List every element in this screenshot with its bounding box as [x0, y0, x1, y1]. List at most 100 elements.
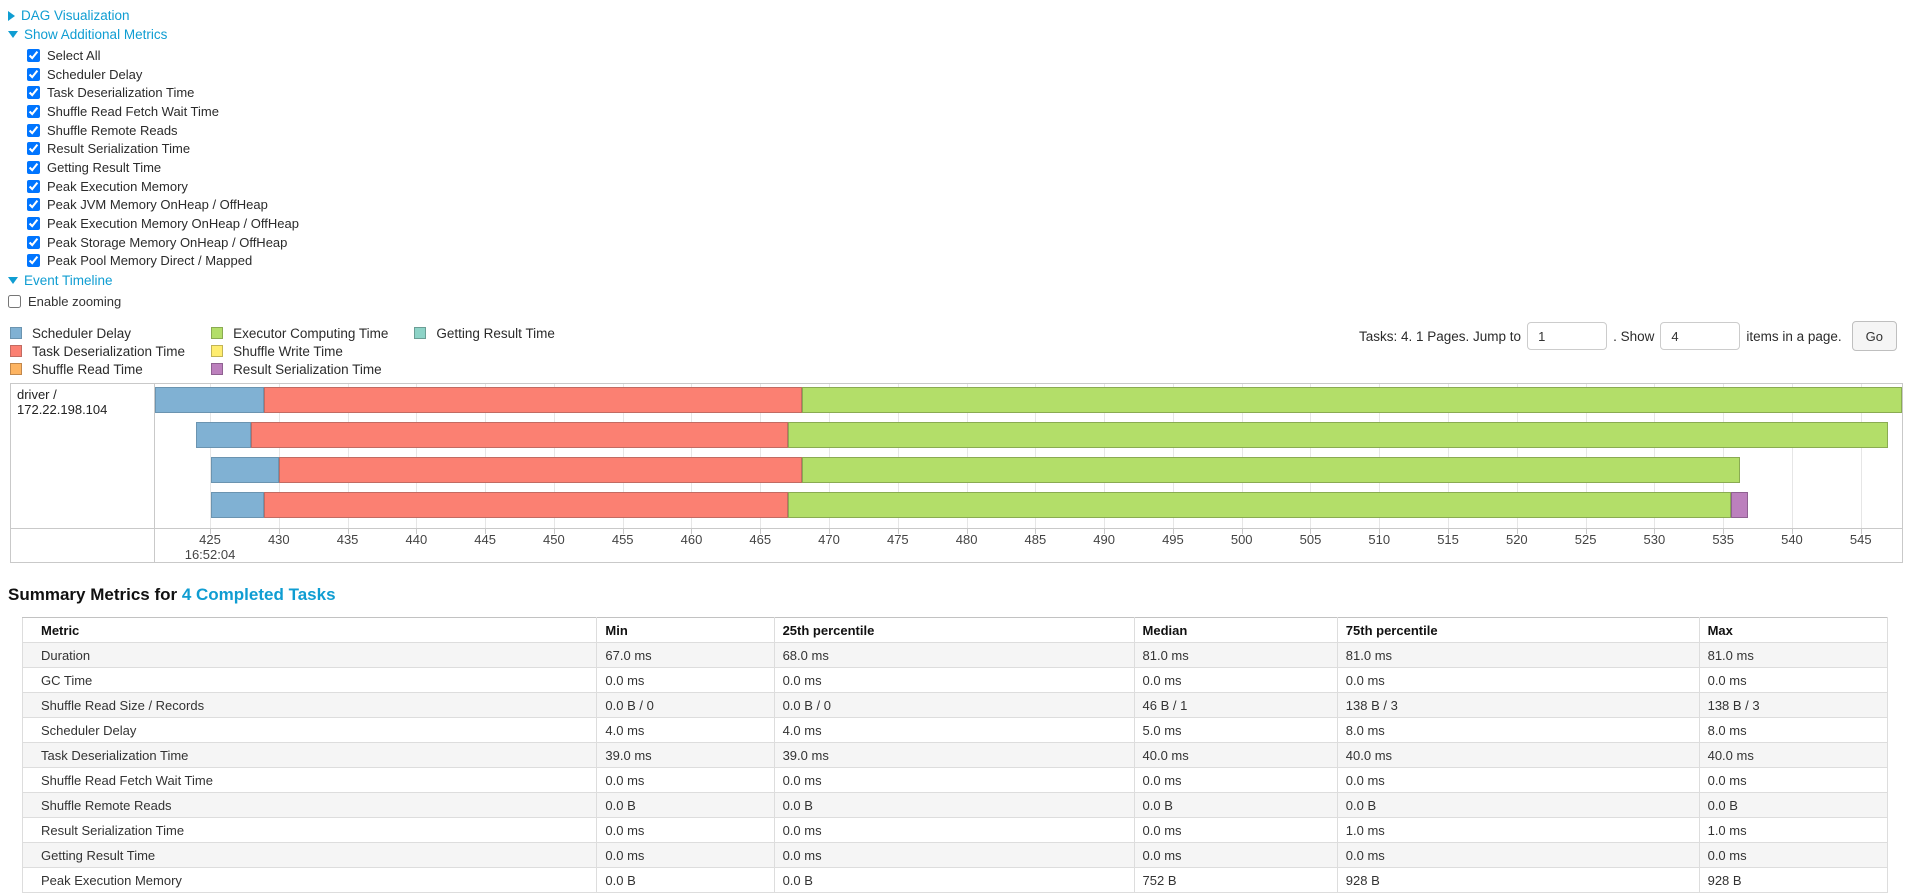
show-additional-metrics-label: Show Additional Metrics [24, 27, 168, 42]
task-bar-segment-executor-computing[interactable] [801, 457, 1740, 484]
task-bar-segment-scheduler-delay[interactable] [155, 387, 264, 414]
task-bar-segment-task-deserialization[interactable] [278, 457, 802, 484]
metric-checkbox[interactable] [27, 48, 40, 62]
metric-value-cell: 0.0 B [773, 792, 1135, 819]
axis-tick-label: 425 [199, 532, 221, 548]
metric-checkbox-row: Peak JVM Memory OnHeap / OffHeap [27, 196, 1903, 215]
metric-checkbox[interactable] [27, 198, 40, 212]
metric-value-cell: 39.0 ms [773, 742, 1135, 769]
legend-label: Shuffle Read Time [32, 361, 143, 377]
metric-checkbox-label: Result Serialization Time [47, 141, 191, 157]
metric-checkbox[interactable] [27, 67, 40, 81]
legend-label: Task Deserialization Time [32, 343, 186, 359]
summary-table-header-row: Metric Min 25th percentile Median 75th perce… [21, 617, 1889, 644]
go-button[interactable]: Go [1851, 321, 1897, 352]
gridline [1241, 384, 1243, 529]
metric-value-cell: 81.0 ms [1133, 642, 1338, 669]
summary-metrics-table: Metric Min 25th percentile Median 75th perce… [21, 617, 1889, 893]
metric-value-cell: 0.0 B [1133, 792, 1338, 819]
metric-checkbox[interactable] [27, 160, 40, 174]
metric-name-cell: Shuffle Read Fetch Wait Time [21, 767, 598, 794]
task-bar-segment-task-deserialization[interactable] [263, 387, 802, 414]
metric-checkbox-row: Peak Storage Memory OnHeap / OffHeap [27, 233, 1903, 252]
gridline [1585, 384, 1587, 529]
enable-zooming-checkbox[interactable] [8, 295, 21, 309]
legend-label: Result Serialization Time [233, 361, 382, 377]
pagination-mid-text: . Show [1613, 328, 1655, 344]
items-per-page-input[interactable] [1660, 322, 1741, 351]
axis-tick-mark [278, 529, 280, 535]
metric-checkbox-label: Scheduler Delay [47, 66, 143, 82]
metric-value-cell: 39.0 ms [596, 742, 775, 769]
metric-checkbox[interactable] [27, 142, 40, 156]
task-bar-segment-task-deserialization[interactable] [263, 492, 788, 519]
task-bar-segment-task-deserialization[interactable] [251, 422, 788, 449]
metric-checkbox[interactable] [27, 86, 40, 100]
task-bar-segment-scheduler-delay[interactable] [211, 492, 264, 519]
metric-value-cell: 8.0 ms [1698, 717, 1889, 744]
legend-item: Executor Computing Time [211, 325, 388, 341]
show-additional-metrics-toggle[interactable]: Show Additional Metrics [8, 25, 1903, 44]
jump-to-page-input[interactable] [1527, 322, 1608, 351]
expanded-arrow-icon [8, 31, 18, 38]
axis-time-label: 16:52:04 [184, 547, 236, 563]
metric-value-cell: 0.0 ms [773, 842, 1135, 869]
gridline [1379, 384, 1381, 529]
axis-tick-mark [622, 529, 624, 535]
axis-tick-label: 535 [1712, 532, 1735, 548]
legend-item: Result Serialization Time [211, 361, 388, 377]
metric-checkbox[interactable] [27, 123, 40, 137]
summary-table-row: Duration 67.0 ms 68.0 ms 81.0 ms 81.0 ms 81.0… [21, 642, 1889, 669]
metric-value-cell: 81.0 ms [1698, 642, 1889, 669]
dag-visualization-toggle[interactable]: DAG Visualization [8, 6, 1903, 25]
metric-checkbox[interactable] [27, 217, 40, 231]
summary-table-row: Shuffle Remote Reads 0.0 B 0.0 B 0.0 B 0.0 B… [21, 792, 1889, 819]
task-bar-segment-executor-computing[interactable] [787, 492, 1732, 519]
summary-table-row: GC Time 0.0 ms 0.0 ms 0.0 ms 0.0 ms 0.0 ms [21, 667, 1889, 694]
axis-tick-mark [1516, 529, 1518, 535]
metric-name-cell: Peak Execution Memory [21, 867, 598, 893]
task-bar-segment-executor-computing[interactable] [801, 387, 1902, 414]
axis-tick-mark [416, 529, 418, 535]
axis-tick-label: 510 [1368, 532, 1391, 548]
metric-value-cell: 5.0 ms [1133, 717, 1338, 744]
gridline [1723, 384, 1725, 529]
metric-value-cell: 1.0 ms [1698, 817, 1889, 844]
axis-tick-mark [210, 529, 212, 535]
metric-value-cell: 0.0 B / 0 [596, 692, 775, 719]
event-timeline-toggle[interactable]: Event Timeline [8, 271, 1903, 290]
axis-tick-label: 480 [955, 532, 978, 548]
gridline [966, 384, 968, 529]
metric-checkbox[interactable] [27, 179, 40, 193]
task-bar-segment-executor-computing[interactable] [787, 422, 1889, 449]
axis-tick-label: 495 [1162, 532, 1184, 548]
legend-swatch-result-serialization [211, 363, 224, 376]
task-bar-segment-scheduler-delay[interactable] [211, 457, 279, 484]
axis-tick-label: 500 [1230, 532, 1253, 548]
metric-name-cell: Shuffle Read Size / Records [21, 692, 598, 719]
metric-value-cell: 0.0 ms [1336, 767, 1700, 794]
metric-checkbox-label: Task Deserialization Time [47, 85, 195, 101]
summary-column-header: Metric [21, 617, 598, 644]
timeline-plot-area[interactable] [155, 384, 1902, 529]
metric-name-cell: Result Serialization Time [21, 817, 598, 844]
summary-table-row: Shuffle Read Fetch Wait Time 0.0 ms 0.0 ms… [21, 767, 1889, 794]
metric-value-cell: 0.0 B [773, 867, 1135, 893]
metric-checkbox[interactable] [27, 104, 40, 118]
task-bar-segment-scheduler-delay[interactable] [196, 422, 252, 449]
task-bar-segment-result-serialization[interactable] [1731, 492, 1748, 519]
metric-checkbox[interactable] [27, 254, 40, 268]
axis-tick-label: 545 [1849, 532, 1872, 548]
completed-tasks-link[interactable]: 4 Completed Tasks [181, 585, 336, 605]
gridline [210, 384, 212, 529]
gridline [897, 384, 899, 529]
metric-checkbox[interactable] [27, 235, 40, 249]
metric-value-cell: 40.0 ms [1133, 742, 1338, 769]
metric-value-cell: 752 B [1133, 867, 1338, 893]
metric-checkbox-row: Result Serialization Time [27, 139, 1903, 158]
legend-swatch-shuffle-write [211, 345, 224, 358]
summary-table-row: Result Serialization Time 0.0 ms 0.0 ms 0.0… [21, 817, 1889, 844]
gridline [622, 384, 624, 529]
axis-tick-label: 450 [543, 532, 565, 548]
metric-value-cell: 0.0 B / 0 [773, 692, 1135, 719]
